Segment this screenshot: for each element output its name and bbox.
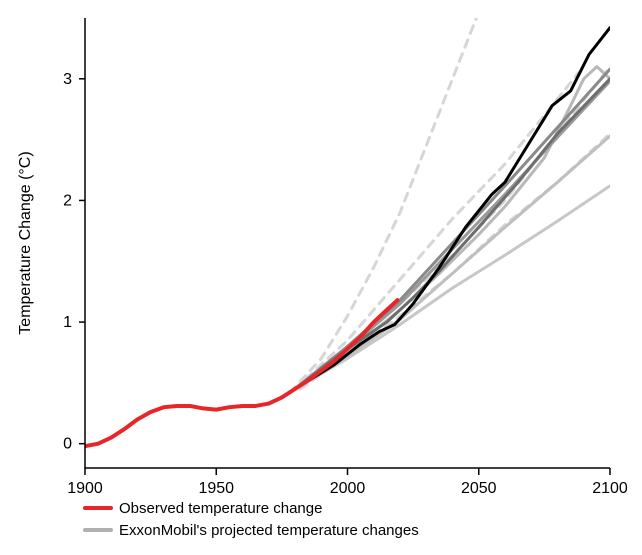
legend-label: Observed temperature change bbox=[119, 500, 322, 517]
chart-container: 1900 1950 2000 2050 2100 0 1 2 3 Temperature Chan… bbox=[0, 0, 642, 555]
x-tick-label: 2100 bbox=[592, 480, 628, 497]
y-tick-label: 3 bbox=[63, 71, 72, 88]
y-tick-label: 2 bbox=[63, 192, 72, 209]
x-tick-label: 2050 bbox=[461, 480, 497, 497]
legend-label: ExxonMobil's projected temperature chang… bbox=[119, 522, 419, 539]
x-tick-label: 1900 bbox=[67, 480, 103, 497]
x-tick-label: 1950 bbox=[198, 480, 234, 497]
y-tick-label: 1 bbox=[63, 314, 72, 331]
x-tick-label: 2000 bbox=[330, 480, 366, 497]
y-axis-title: Temperature Change (°C) bbox=[17, 151, 34, 334]
temperature-chart: 1900 1950 2000 2050 2100 0 1 2 3 Temperature Chan… bbox=[0, 0, 642, 555]
y-tick-label: 0 bbox=[63, 436, 72, 453]
